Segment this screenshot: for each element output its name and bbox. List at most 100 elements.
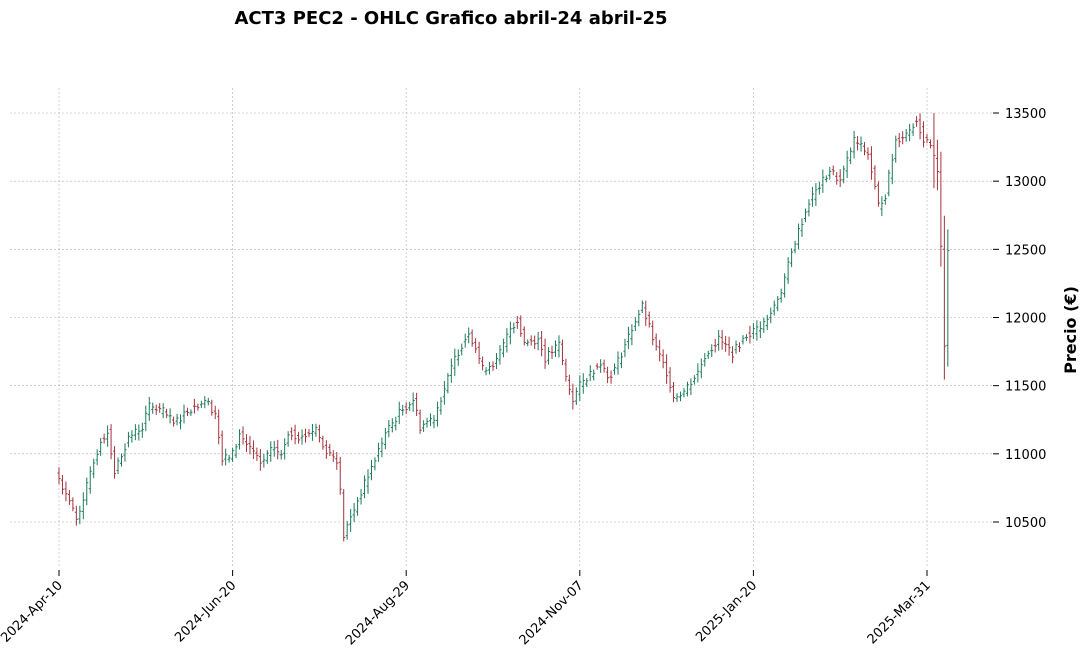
ohlc-bar (130, 430, 134, 443)
ohlc-bar (762, 317, 766, 333)
ohlc-bar (373, 457, 377, 471)
ohlc-bar (81, 492, 85, 520)
ohlc-bar (113, 446, 117, 479)
ohlc-bar (144, 405, 148, 432)
ohlc-bar (547, 347, 551, 365)
ohlc-bar (852, 130, 856, 159)
ohlc-bar (550, 345, 554, 360)
ohlc-bar (713, 338, 717, 353)
ohlc-bar (179, 414, 183, 430)
ohlc-bar (147, 396, 151, 421)
ohlc-bar (797, 223, 801, 250)
ohlc-bar (623, 338, 627, 358)
ohlc-bar (637, 309, 641, 327)
ohlc-bar (415, 392, 419, 417)
ohlc-bar (119, 453, 123, 467)
ohlc-bar (783, 273, 787, 298)
ohlc-bar (609, 370, 613, 384)
ohlc-bar (64, 481, 68, 502)
ohlc-bar (717, 329, 721, 351)
ohlc-bar (161, 403, 165, 419)
ohlc-bar (317, 424, 321, 443)
ohlc-bar (883, 194, 887, 205)
ohlc-bar (946, 229, 950, 367)
ohlc-bar (925, 134, 929, 144)
ohlc-bar (172, 416, 176, 427)
ohlc-bar (255, 447, 259, 461)
ohlc-bar (508, 321, 512, 345)
ohlc-bar (901, 131, 905, 145)
ohlc-bar (814, 183, 818, 206)
ohlc-bar (515, 315, 519, 329)
ohlc-bar (99, 437, 103, 456)
ohlc-bar (432, 414, 436, 429)
ohlc-bar (661, 349, 665, 369)
ohlc-bar (217, 409, 221, 445)
ohlc-bar (456, 349, 460, 366)
ohlc-bar (602, 359, 606, 373)
ohlc-bar (394, 416, 398, 431)
ohlc-bar (297, 431, 301, 444)
ohlc-bar (227, 454, 231, 463)
ohlc-bar (356, 497, 360, 516)
ohlc-bar (151, 402, 155, 414)
ohlc-bar (793, 240, 797, 254)
ohlc-bar (692, 375, 696, 385)
ohlc-bar (213, 405, 217, 420)
ohlc-bar (276, 439, 280, 460)
ohlc-bar (720, 329, 724, 350)
ohlc-bar (599, 359, 603, 373)
ohlc-bar (918, 113, 922, 140)
x-tick-label: 2024-Nov-07 (517, 578, 587, 648)
ohlc-bar (560, 339, 564, 366)
ohlc-bar (932, 113, 936, 189)
ohlc-bar (831, 165, 835, 176)
ohlc-bar (422, 420, 426, 432)
ohlc-bar (866, 147, 870, 160)
ohlc-bar (776, 296, 780, 312)
ohlc-bar (817, 181, 821, 195)
ohlc-bar (307, 429, 311, 438)
ohlc-bar (189, 409, 193, 416)
ohlc-bar (668, 367, 672, 393)
ohlc-bar (352, 502, 356, 522)
ohlc-bar (467, 327, 471, 344)
y-tick-label: 13500 (1005, 107, 1046, 122)
ohlc-bar (244, 434, 248, 452)
ohlc-bar (387, 420, 391, 438)
ohlc-bar (665, 354, 669, 384)
ohlc-bar (397, 401, 401, 425)
ohlc-bar (755, 320, 759, 341)
ohlc-bar (859, 136, 863, 152)
y-axis-label: Precio (€) (1061, 286, 1080, 374)
ohlc-bar (494, 352, 498, 369)
ohlc-bar (592, 369, 596, 381)
ohlc-bar (446, 373, 450, 394)
ohlc-bar (786, 257, 790, 284)
ohlc-bar (116, 457, 120, 474)
ohlc-bar (231, 447, 235, 463)
ohlc-bar (109, 424, 113, 460)
ohlc-bars (57, 113, 950, 542)
ohlc-bar (585, 378, 589, 387)
ohlc-bar (258, 448, 262, 471)
ohlc-bar (557, 335, 561, 358)
ohlc-bar (765, 314, 769, 330)
ohlc-bar (220, 430, 224, 466)
ohlc-bar (488, 362, 492, 375)
ohlc-bar (894, 135, 898, 163)
ohlc-bar (286, 431, 290, 447)
ohlc-bar (734, 340, 738, 354)
ohlc-bar (651, 320, 655, 346)
ohlc-bar (71, 497, 75, 512)
ohlc-bar (380, 437, 384, 458)
ohlc-bar (484, 367, 488, 376)
ohlc-bar (324, 440, 328, 459)
ohlc-bar (401, 404, 405, 416)
ohlc-bar (505, 328, 509, 353)
ohlc-bar (175, 413, 179, 426)
ohlc-bar (616, 351, 620, 375)
ohlc-bar (404, 402, 408, 415)
ohlc-bar (644, 300, 648, 326)
ohlc-bar (748, 325, 752, 344)
